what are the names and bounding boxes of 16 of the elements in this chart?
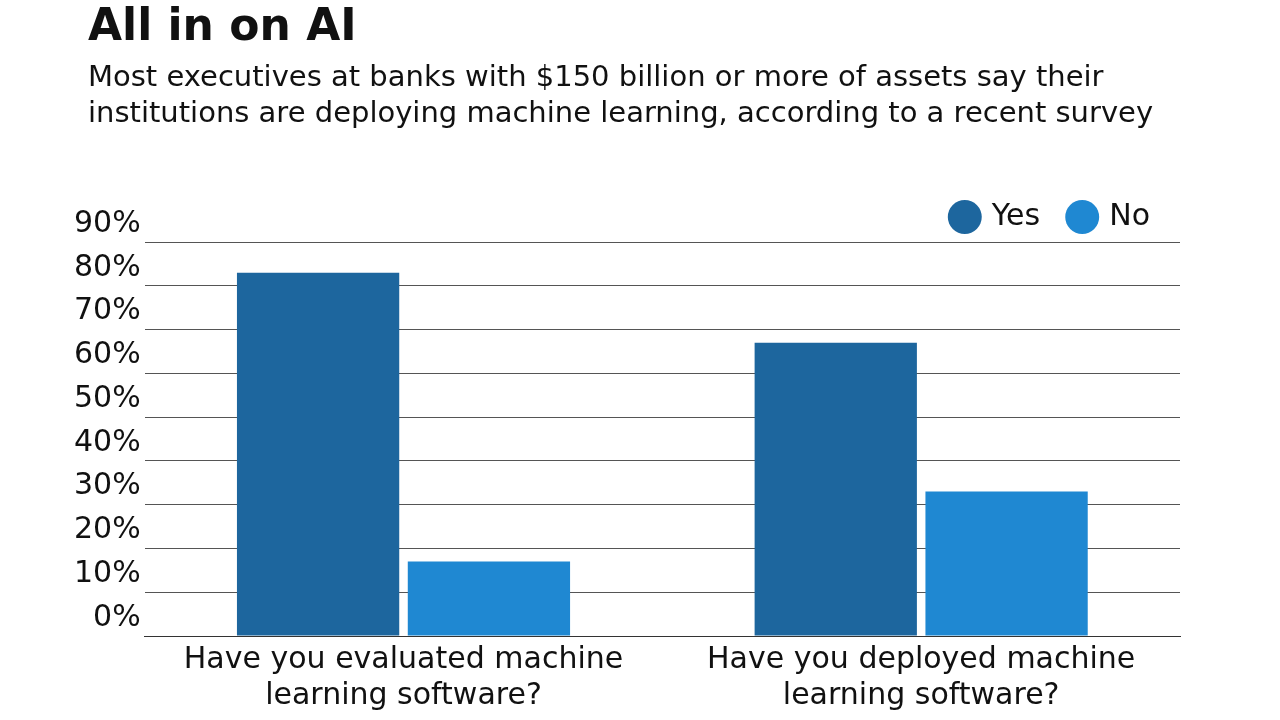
- y-tick-label: 10%: [73, 554, 141, 590]
- chart-subtitle: Most executives at banks with $150 billion or more of assets say their institutions are deploying machine learning, according to a recent survey: [88, 58, 1155, 130]
- y-tick-label: 20%: [73, 510, 141, 546]
- x-tick-label: Have you deployed machine learning software?: [707, 639, 1136, 711]
- y-tick-label: 30%: [73, 466, 141, 502]
- y-tick-label: 80%: [73, 247, 141, 283]
- y-tick-label: 70%: [73, 291, 141, 327]
- legend-label: No: [1109, 196, 1150, 232]
- y-tick-label: 40%: [73, 422, 141, 458]
- y-tick-label: 60%: [73, 335, 141, 371]
- y-tick-label: 50%: [73, 378, 141, 414]
- x-tick-label: Have you evaluated machine learning software?: [183, 639, 624, 711]
- legend-label: Yes: [990, 196, 1041, 232]
- chart-title: All in on AI: [88, 0, 357, 50]
- y-tick-label: 90%: [73, 203, 141, 239]
- y-tick-label: 0%: [93, 597, 141, 633]
